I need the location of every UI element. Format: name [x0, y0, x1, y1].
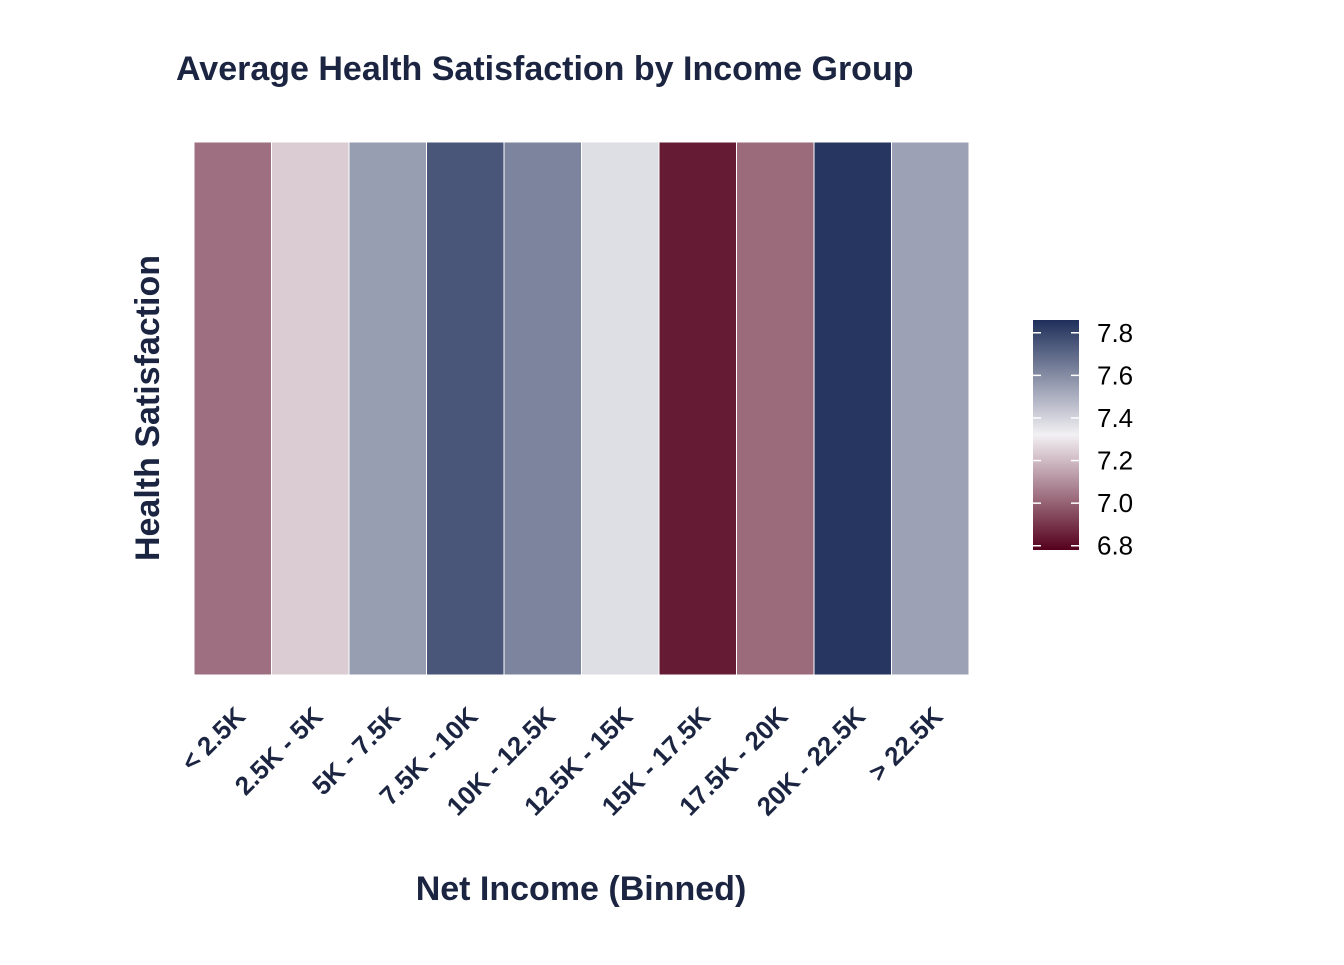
heatmap-tile: [271, 141, 350, 676]
y-axis-title: Health Satisfaction: [129, 255, 167, 561]
heatmap-tile: [813, 141, 892, 676]
heatmap-tile: [736, 141, 815, 676]
colorbar-tick-label: 6.8: [1097, 531, 1133, 561]
colorbar-tick-label: 7.8: [1097, 318, 1133, 348]
colorbar-tick-label: 7.6: [1097, 360, 1133, 390]
colorbar-tick-label: 7.2: [1097, 446, 1133, 476]
x-tick-label: < 2.5K: [175, 701, 251, 777]
colorbar: [1033, 320, 1079, 550]
colorbar-tick-label: 7.0: [1097, 488, 1133, 518]
colorbar-legend: 6.8 7.0 7.2 7.4 7.6 7.8: [1033, 318, 1133, 561]
x-axis-title: Net Income (Binned): [416, 870, 747, 908]
heatmap-tile: [348, 141, 427, 676]
x-tick-label: > 22.5K: [862, 701, 948, 787]
heatmap-tile: [658, 141, 737, 676]
chart-title: Average Health Satisfaction by Income Gr…: [176, 50, 913, 88]
heatmap-tile: [426, 141, 505, 676]
heatmap-tile: [891, 141, 970, 676]
heatmap-tile: [503, 141, 582, 676]
heatmap-tile: [193, 141, 272, 676]
heatmap-tiles: [193, 141, 970, 676]
heatmap-tile: [581, 141, 660, 676]
colorbar-tick-label: 7.4: [1097, 403, 1133, 433]
